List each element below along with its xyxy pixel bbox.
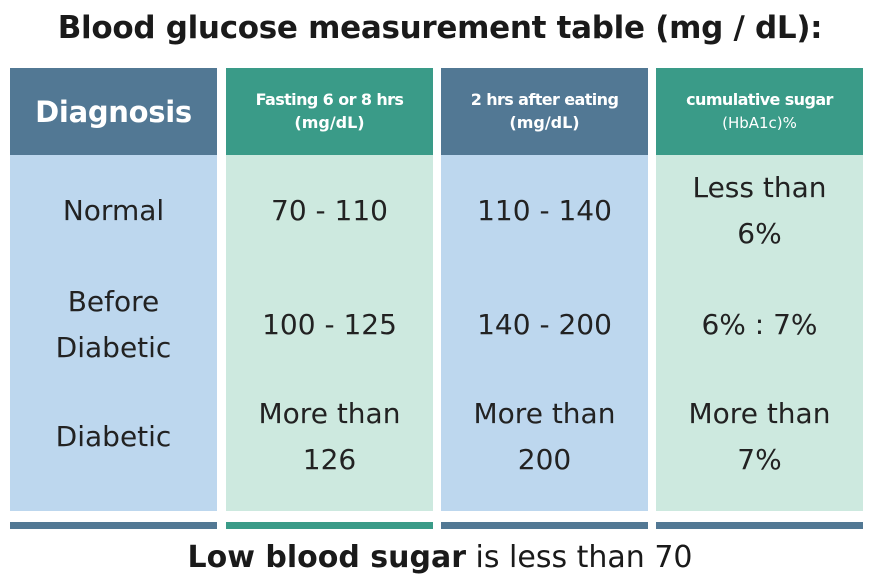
diagnosis-header: Diagnosis — [10, 68, 217, 155]
cell-text: Diabetic — [55, 331, 172, 364]
fasting-header-label: Fasting 6 or 8 hrs — [255, 89, 404, 109]
cell-text: Normal — [62, 194, 165, 227]
cell-text: 70 - 110 — [271, 194, 388, 227]
after-eating-column-body: 110 - 140 140 - 200 More than 200 — [441, 155, 648, 511]
fasting-cell-before-diabetic: 100 - 125 — [226, 279, 433, 371]
note-emphasis: Low blood sugar — [187, 540, 466, 575]
fasting-cell-normal: 70 - 110 — [226, 165, 433, 257]
cell-text: 7% — [737, 443, 782, 476]
hba1c-cell-normal: Less than 6% — [656, 165, 863, 257]
low-blood-sugar-note: Low blood sugar is less than 70 — [0, 540, 880, 575]
cell-text: 140 - 200 — [477, 308, 612, 341]
cell-text: Less than — [692, 171, 827, 204]
after-eating-cell-before-diabetic: 140 - 200 — [441, 279, 648, 371]
note-text: is less than 70 — [466, 540, 693, 575]
cell-text: 6% : 7% — [701, 308, 818, 341]
cell-text: Before — [67, 285, 160, 318]
cell-text: More than — [688, 397, 831, 430]
cell-text: 6% — [737, 217, 782, 250]
page-title: Blood glucose measurement table (mg / dL… — [57, 10, 823, 46]
hba1c-column: cumulative sugar (HbA1c)% Less than 6% 6… — [656, 68, 863, 511]
hba1c-column-body: Less than 6% 6% : 7% More than 7% — [656, 155, 863, 511]
hba1c-header-unit: (HbA1c)% — [722, 113, 797, 132]
cell-text: 100 - 125 — [262, 308, 397, 341]
diagnosis-column: Diagnosis Normal Before Diabetic Diabeti… — [10, 68, 217, 511]
after-eating-header-unit: (mg/dL) — [509, 112, 580, 132]
fasting-column: Fasting 6 or 8 hrs (mg/dL) 70 - 110 100 … — [226, 68, 433, 511]
cell-text: 126 — [302, 443, 357, 476]
after-eating-column: 2 hrs after eating (mg/dL) 110 - 140 140… — [441, 68, 648, 511]
divider-bar — [441, 522, 648, 529]
cell-text: More than — [473, 397, 616, 430]
divider-bar — [656, 522, 863, 529]
cell-text: 200 — [517, 443, 572, 476]
after-eating-header: 2 hrs after eating (mg/dL) — [441, 68, 648, 155]
divider-bar — [226, 522, 433, 529]
fasting-column-body: 70 - 110 100 - 125 More than 126 — [226, 155, 433, 511]
after-eating-cell-diabetic: More than 200 — [441, 391, 648, 483]
fasting-header: Fasting 6 or 8 hrs (mg/dL) — [226, 68, 433, 155]
diagnosis-cell-normal: Normal — [10, 165, 217, 257]
cell-text: More than — [258, 397, 401, 430]
hba1c-cell-before-diabetic: 6% : 7% — [656, 279, 863, 371]
fasting-cell-diabetic: More than 126 — [226, 391, 433, 483]
after-eating-cell-normal: 110 - 140 — [441, 165, 648, 257]
diagnosis-column-body: Normal Before Diabetic Diabetic — [10, 155, 217, 511]
diagnosis-cell-before-diabetic: Before Diabetic — [10, 279, 217, 371]
after-eating-header-label: 2 hrs after eating — [470, 89, 619, 109]
hba1c-header: cumulative sugar (HbA1c)% — [656, 68, 863, 155]
cell-text: 110 - 140 — [477, 194, 612, 227]
diagnosis-cell-diabetic: Diabetic — [10, 391, 217, 483]
cell-text: Diabetic — [55, 420, 172, 453]
hba1c-cell-diabetic: More than 7% — [656, 391, 863, 483]
hba1c-header-label: cumulative sugar — [686, 89, 833, 109]
fasting-header-unit: (mg/dL) — [294, 112, 365, 132]
divider-bar — [10, 522, 217, 529]
diagnosis-header-label: Diagnosis — [35, 94, 192, 129]
